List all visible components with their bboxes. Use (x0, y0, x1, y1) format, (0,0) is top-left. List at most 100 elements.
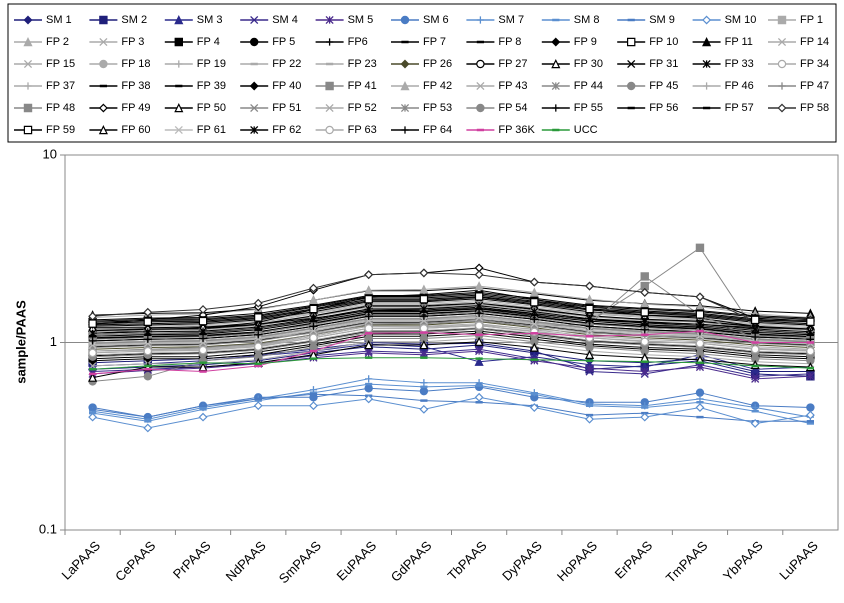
marker (585, 314, 594, 323)
marker (325, 81, 334, 91)
legend-item: FP 33 (692, 58, 754, 70)
marker (777, 37, 787, 47)
marker (309, 304, 318, 314)
series-line (92, 295, 811, 325)
marker (198, 327, 208, 336)
series-line (92, 323, 811, 352)
series-line (92, 310, 811, 339)
marker (474, 270, 484, 280)
series-line (92, 350, 811, 380)
marker (364, 348, 373, 357)
marker (98, 103, 108, 113)
marker (420, 312, 428, 320)
legend-item: FP 54 (466, 102, 528, 114)
marker (400, 81, 410, 91)
marker (419, 304, 428, 314)
legend-item: FP 61 (164, 124, 226, 136)
legend-item: FP 62 (240, 124, 301, 136)
marker (326, 38, 334, 46)
marker (364, 270, 374, 280)
legend-item: FP 23 (315, 58, 377, 70)
legend-label: FP 51 (272, 102, 301, 114)
marker (419, 295, 429, 304)
marker (530, 319, 539, 328)
marker (585, 364, 594, 373)
marker (143, 372, 153, 381)
series-line (92, 318, 811, 348)
series-line (92, 272, 811, 322)
legend-label: FP 62 (272, 124, 301, 136)
legend-item: SM 5 (315, 14, 373, 26)
series-line (92, 332, 811, 362)
marker (750, 419, 760, 428)
marker (806, 372, 815, 381)
series-line (92, 302, 811, 331)
legend-label: FP 44 (574, 80, 603, 92)
series-line (92, 294, 811, 323)
marker (475, 313, 484, 322)
legend-label: FP 43 (498, 80, 527, 92)
series-line (92, 327, 811, 356)
marker (143, 317, 153, 326)
marker (695, 403, 705, 412)
legend-label: FP 42 (423, 80, 452, 92)
marker (751, 374, 760, 383)
marker (143, 339, 152, 348)
series-line (92, 298, 811, 327)
marker (88, 340, 97, 350)
legend-item: SM 8 (541, 14, 599, 26)
marker (325, 125, 334, 135)
legend-item: FP 46 (692, 80, 754, 92)
legend-label: FP6 (348, 36, 368, 48)
series-line (92, 291, 811, 321)
legend-label: FP 34 (800, 58, 829, 70)
marker (640, 281, 649, 291)
legend-label: FP 53 (423, 102, 452, 114)
legend-item: FP 55 (541, 102, 603, 114)
legend-item: FP 19 (164, 58, 226, 70)
legend-item: FP6 (315, 36, 368, 48)
legend-label: FP 15 (46, 58, 75, 70)
marker (585, 281, 594, 291)
marker (174, 37, 183, 47)
legend-item: FP 10 (617, 36, 678, 48)
marker (98, 125, 108, 135)
legend-item: FP 53 (391, 102, 452, 114)
marker (401, 126, 409, 134)
marker (143, 423, 153, 433)
marker (695, 243, 705, 252)
legend-label: FP 8 (498, 36, 521, 48)
legend-item: SM 9 (617, 14, 675, 26)
marker (695, 339, 705, 348)
series-line (92, 287, 811, 316)
legend-item: FP 1 (768, 14, 823, 26)
marker (806, 403, 815, 412)
marker (627, 81, 636, 91)
series-line (92, 321, 811, 350)
legend-label: FP 63 (348, 124, 377, 136)
legend-item: FP 22 (240, 58, 301, 70)
legend-label: SM 2 (121, 14, 147, 26)
series-line (92, 306, 811, 336)
legend-item: FP 26 (391, 58, 452, 70)
series-line (92, 299, 811, 329)
marker (143, 346, 153, 356)
y-axis-title: sample/PAAS (13, 300, 28, 384)
marker (174, 125, 183, 135)
series-line (92, 308, 811, 337)
legend-label: FP 10 (649, 36, 678, 48)
marker (99, 59, 108, 69)
legend-item: FP 9 (541, 36, 597, 48)
marker (474, 292, 484, 301)
legend-label: FP 9 (574, 36, 597, 48)
marker (175, 60, 183, 68)
marker (250, 103, 259, 113)
marker (641, 326, 649, 334)
legend-label: FP 27 (498, 58, 527, 70)
marker (475, 301, 484, 310)
legend-label: FP 14 (800, 36, 829, 48)
legend-item: FP 5 (240, 36, 295, 48)
marker (476, 16, 484, 24)
marker (476, 81, 485, 91)
marker (551, 59, 561, 69)
